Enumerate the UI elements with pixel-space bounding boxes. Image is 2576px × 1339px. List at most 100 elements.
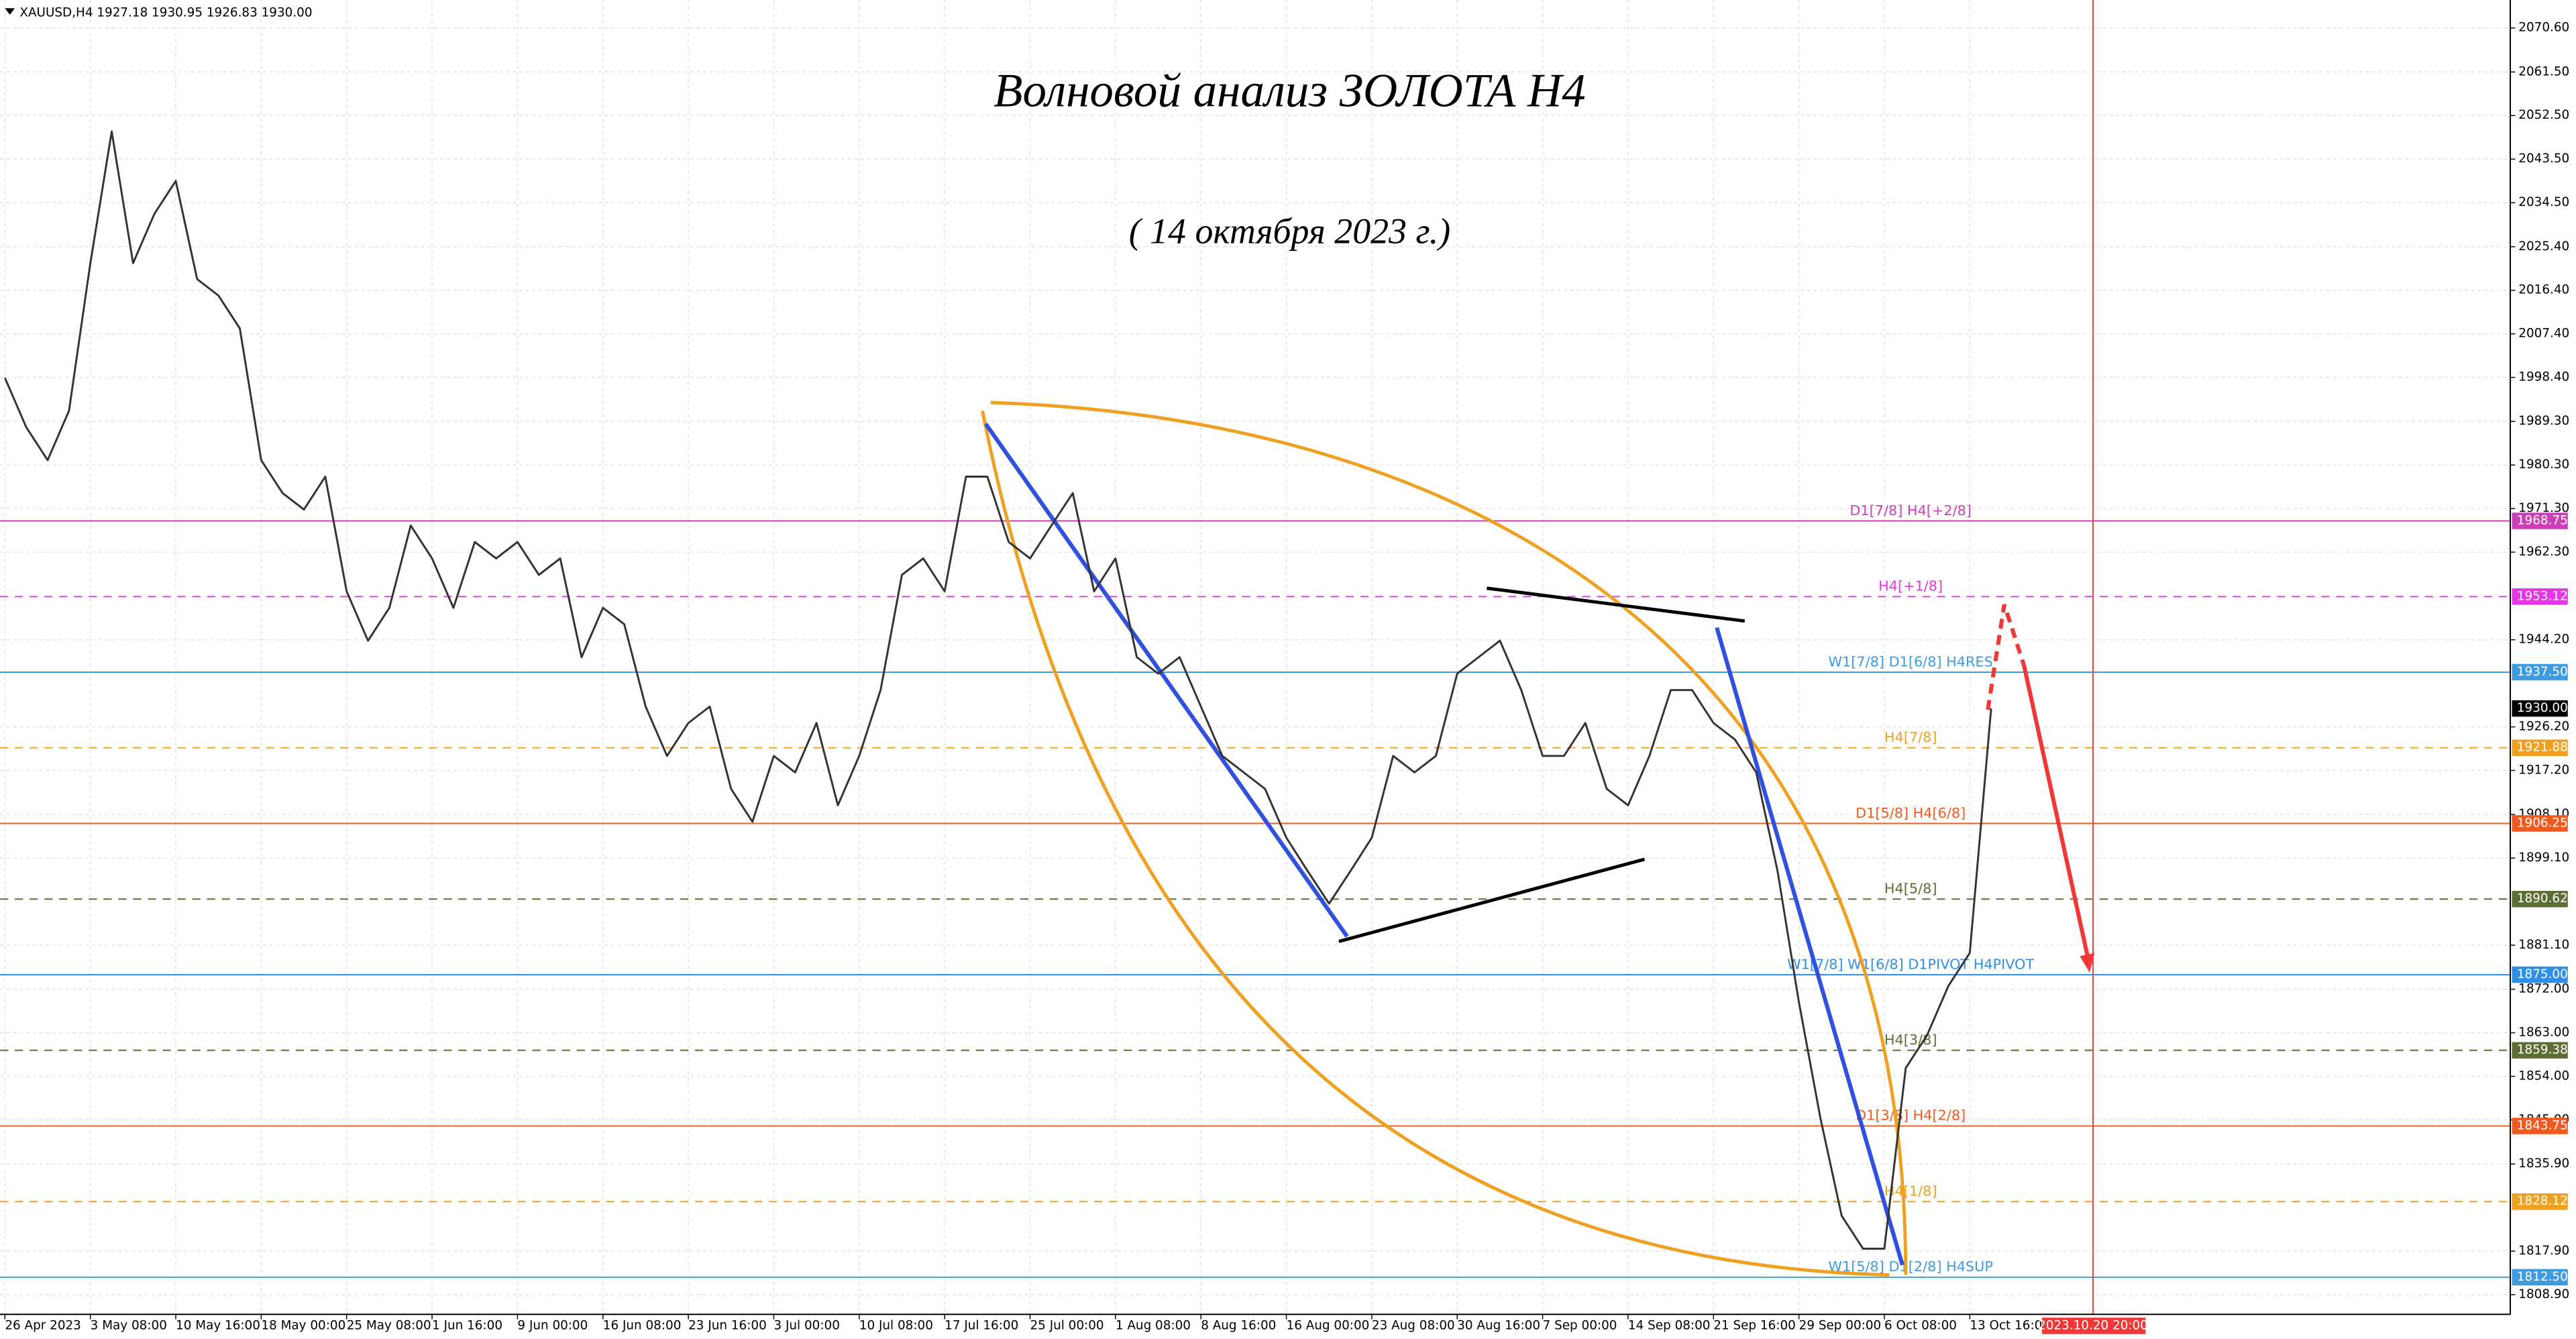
price-tag-label: 1906.25 [2517,816,2568,830]
price-line [3,130,1992,1250]
price-tag [2512,700,2568,717]
price-tag-label: 1968.75 [2517,514,2568,528]
price-tag-label: 1828.12 [2517,1194,2568,1208]
level-label: D1[3/8] H4[2/8] [1856,1108,1966,1124]
price-tag [2512,1193,2568,1210]
time-axis-panel [0,1314,2576,1339]
header-icon [5,8,15,15]
price-tag-label: 1921.88 [2517,741,2568,755]
y-tick-label: 1872.00 [2518,982,2569,996]
price-tag [2512,1118,2568,1134]
x-tick-label: 1 Jun 16:00 [432,1318,502,1332]
arc [981,410,1890,1277]
y-tick-label: 2025.40 [2518,239,2569,254]
price-tag [2512,891,2568,908]
x-tick-label: 10 May 16:00 [176,1318,260,1332]
price-tag-label: 1843.75 [2517,1118,2568,1132]
y-tick-label: 2052.50 [2518,108,2569,122]
x-tick-label: 25 Jul 00:00 [1030,1318,1104,1332]
level-label: D1[5/8] H4[6/8] [1856,805,1966,821]
price-tag [2512,815,2568,832]
chart-subtitle: ( 14 октября 2023 г.) [1129,211,1450,252]
y-tick-label: 1944.20 [2518,633,2569,647]
x-tick-label: 7 Sep 00:00 [1543,1318,1617,1332]
y-tick-label: 1817.90 [2518,1244,2569,1258]
wave-line [1715,627,1904,1266]
y-tick-label: 1835.90 [2518,1157,2569,1171]
price-tag-label: 1930.00 [2517,701,2568,715]
x-tick-label: 13 Oct 16:00 [1970,1318,2050,1332]
forecast-arrow [1986,604,2027,710]
price-tag-label: 1953.12 [2517,589,2568,603]
price-tag [2512,588,2568,605]
y-tick-label: 1863.00 [2518,1026,2569,1040]
y-tick-label: 1917.20 [2518,763,2569,777]
chart-title: Волновой анализ ЗОЛОТА H4 [994,64,1586,117]
price-tag [2512,1269,2568,1286]
x-tick-label: 25 May 08:00 [347,1318,431,1332]
level-label: D1[7/8] H4[+2/8] [1849,502,1972,519]
level-label: H4[3/8] [1884,1032,1937,1048]
y-tick-label: 1854.00 [2518,1069,2569,1083]
y-tick-label: 2034.50 [2518,195,2569,209]
y-tick-label: 1989.30 [2518,414,2569,428]
x-tick-label: 10 Jul 08:00 [859,1318,933,1332]
price-tag-label: 1859.38 [2517,1043,2568,1057]
wave-line [983,423,1349,938]
symbol-header: XAUUSD,H4 1927.18 1930.95 1926.83 1930.0… [19,6,312,20]
triangle-line [1338,857,1646,943]
x-tick-label: 16 Aug 00:00 [1287,1318,1370,1332]
level-label: H4[1/8] [1884,1183,1937,1199]
time-marker-label: 2023.10.20 20:00 [2038,1318,2148,1332]
level-label: W1[7/8] W1[6/8] D1PIVOT H4PIVOT [1787,956,2034,972]
price-tag [2512,739,2568,756]
level-label: W1[7/8] D1[6/8] H4RES [1829,653,1993,670]
price-tag-label: 1890.62 [2517,892,2568,906]
x-tick-label: 3 Jul 00:00 [773,1318,839,1332]
x-tick-label: 18 May 00:00 [261,1318,345,1332]
y-tick-label: 1899.10 [2518,851,2569,865]
level-label: H4[+1/8] [1878,578,1943,594]
y-tick-label: 2043.50 [2518,152,2569,166]
y-tick-label: 2061.50 [2518,64,2569,78]
forecast-arrow [2022,665,2092,967]
price-tag-label: 1812.50 [2517,1270,2568,1284]
x-tick-label: 16 Jun 08:00 [603,1318,682,1332]
x-tick-label: 23 Jun 16:00 [688,1318,767,1332]
price-tag [2512,966,2568,983]
y-tick-label: 1808.90 [2518,1287,2569,1301]
y-tick-label: 2007.40 [2518,327,2569,341]
x-tick-label: 26 Apr 2023 [5,1318,81,1332]
x-tick-label: 30 Aug 16:00 [1457,1318,1540,1332]
y-tick-label: 1962.30 [2518,545,2569,559]
x-tick-label: 8 Aug 16:00 [1201,1318,1276,1332]
x-tick-label: 21 Sep 16:00 [1713,1318,1796,1332]
y-tick-label: 2016.40 [2518,283,2569,297]
x-tick-label: 23 Aug 08:00 [1372,1318,1455,1332]
price-tag [2512,513,2568,529]
x-tick-label: 17 Jul 16:00 [945,1318,1018,1332]
y-tick-label: 1980.30 [2518,458,2569,472]
price-tag-label: 1937.50 [2517,665,2568,679]
level-label: H4[5/8] [1884,881,1937,897]
level-label: H4[7/8] [1884,729,1937,745]
y-tick-label: 1881.10 [2518,938,2569,952]
y-tick-label: 1998.40 [2518,370,2569,384]
x-tick-label: 6 Oct 08:00 [1884,1318,1957,1332]
arc [990,400,1908,1275]
y-tick-label: 1971.30 [2518,501,2569,515]
x-tick-label: 29 Sep 00:00 [1799,1318,1882,1332]
x-tick-label: 3 May 08:00 [91,1318,167,1332]
x-tick-label: 9 Jun 00:00 [517,1318,588,1332]
price-tag [2512,663,2568,681]
price-tag [2512,1042,2568,1059]
x-tick-label: 14 Sep 08:00 [1628,1318,1711,1332]
x-tick-label: 1 Aug 08:00 [1116,1318,1191,1332]
time-marker-tag [2042,1318,2146,1334]
y-tick-label: 1926.20 [2518,720,2569,734]
y-tick-label: 2070.60 [2518,21,2569,35]
price-tag-label: 1875.00 [2517,967,2568,981]
triangle-line [1487,586,1746,623]
